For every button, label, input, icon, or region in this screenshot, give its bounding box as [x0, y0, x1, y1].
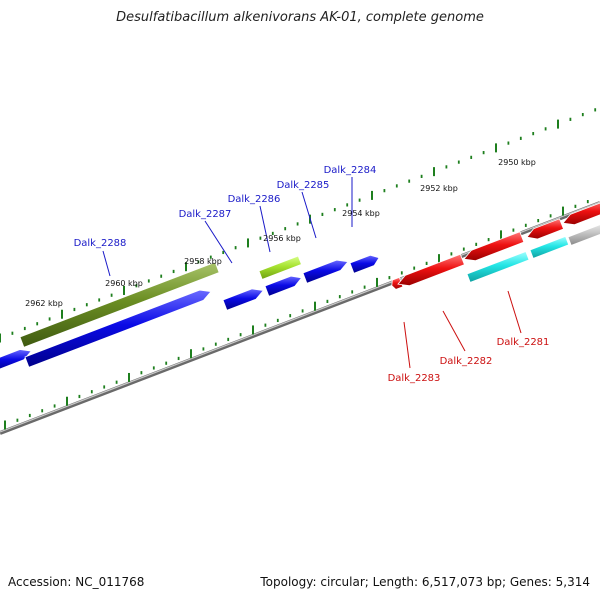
gene-feature-gray[interactable] — [567, 223, 600, 246]
leader-dalk-2283 — [403, 321, 411, 369]
leader-dalk-2285 — [301, 191, 317, 239]
accession-text: Accession: NC_011768 — [8, 575, 145, 589]
scale-label-2962: 2962 kbp — [25, 299, 63, 308]
gene-feature-cyan-2[interactable] — [529, 235, 570, 259]
map-title: Desulfatibacillum alkenivorans AK-01, co… — [116, 10, 484, 25]
upper-scale-ticks — [0, 108, 597, 343]
gene-label-dalk-2285[interactable]: Dalk_2285 — [277, 180, 330, 191]
gene-label-dalk-2286[interactable]: Dalk_2286 — [228, 194, 281, 205]
scale-label-2958: 2958 kbp — [184, 257, 222, 266]
gene-arrow-red-2[interactable] — [397, 253, 465, 287]
leader-dalk-2287 — [204, 220, 233, 264]
gene-feature-lime[interactable] — [258, 255, 302, 280]
gene-arrow-red-4[interactable] — [526, 218, 565, 240]
scale-label-2960: 2960 kbp — [105, 279, 143, 288]
leader-dalk-2282 — [442, 310, 466, 352]
gene-label-dalk-2284[interactable]: Dalk_2284 — [324, 165, 377, 176]
gene-arrow-blue-2[interactable] — [24, 289, 212, 368]
gene-arrow-blue-1[interactable] — [0, 349, 32, 372]
label-leader-lines — [102, 177, 522, 369]
gene-feature-cyan-1[interactable] — [466, 250, 530, 283]
scale-label-2952: 2952 kbp — [420, 184, 458, 193]
gene-label-dalk-2281[interactable]: Dalk_2281 — [497, 337, 550, 348]
gene-arrows — [0, 200, 600, 372]
gene-arrow-blue-3[interactable] — [222, 288, 265, 311]
scale-label-2954: 2954 kbp — [342, 209, 380, 218]
scale-label-2956: 2956 kbp — [263, 234, 301, 243]
gene-arrow-blue-4[interactable] — [264, 275, 303, 297]
leader-dalk-2286 — [259, 205, 271, 253]
gene-feature-olive[interactable] — [19, 261, 220, 348]
gene-label-dalk-2287[interactable]: Dalk_2287 — [179, 209, 232, 220]
genome-summary-text: Topology: circular; Length: 6,517,073 bp… — [260, 575, 590, 589]
leader-dalk-2288 — [102, 250, 111, 277]
gene-label-dalk-2283[interactable]: Dalk_2283 — [388, 373, 441, 384]
gene-label-dalk-2288[interactable]: Dalk_2288 — [74, 238, 127, 249]
gene-arrow-blue-6[interactable] — [349, 254, 380, 274]
leader-dalk-2281 — [507, 290, 522, 334]
lower-scale-ticks — [4, 199, 589, 430]
gene-label-dalk-2282[interactable]: Dalk_2282 — [440, 356, 493, 367]
gene-arrow-red-3[interactable] — [463, 231, 525, 262]
gene-arrow-blue-5[interactable] — [302, 259, 349, 284]
gene-arrow-red-1[interactable] — [391, 276, 404, 290]
gene-arrow-red-5[interactable] — [562, 200, 600, 226]
scale-label-2950: 2950 kbp — [498, 158, 536, 167]
